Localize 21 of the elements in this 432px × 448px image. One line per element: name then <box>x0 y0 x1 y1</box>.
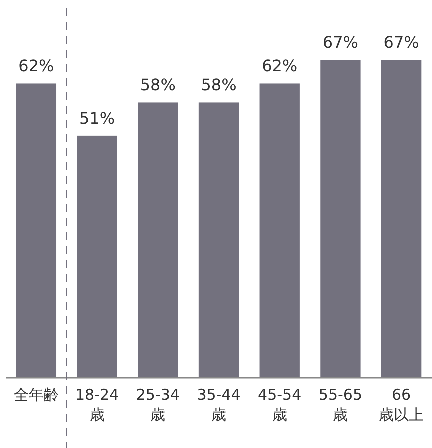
x-tick-label: 全年齢 <box>14 386 59 404</box>
data-label: 62% <box>18 56 54 76</box>
bar <box>320 60 361 378</box>
bar <box>138 102 178 378</box>
data-label: 62% <box>262 56 298 76</box>
data-label: 67% <box>384 33 420 52</box>
x-tick-label: 45-54 歳 <box>258 386 302 424</box>
bar <box>381 60 422 378</box>
x-tick-label: 25-34 歳 <box>136 386 180 424</box>
bar <box>198 102 240 378</box>
x-tick-label: 18-24 歳 <box>75 386 120 424</box>
bar <box>77 136 118 378</box>
bar <box>16 84 57 378</box>
data-label: 58% <box>201 76 237 95</box>
x-tick-label: 55-65 歳 <box>318 386 363 424</box>
data-label: 67% <box>322 33 358 52</box>
x-tick-label: 66 歳以上 <box>379 386 424 424</box>
x-tick-label: 35-44 歳 <box>197 386 241 424</box>
data-label: 51% <box>80 108 116 128</box>
bar <box>260 84 300 378</box>
data-label: 58% <box>140 76 176 95</box>
